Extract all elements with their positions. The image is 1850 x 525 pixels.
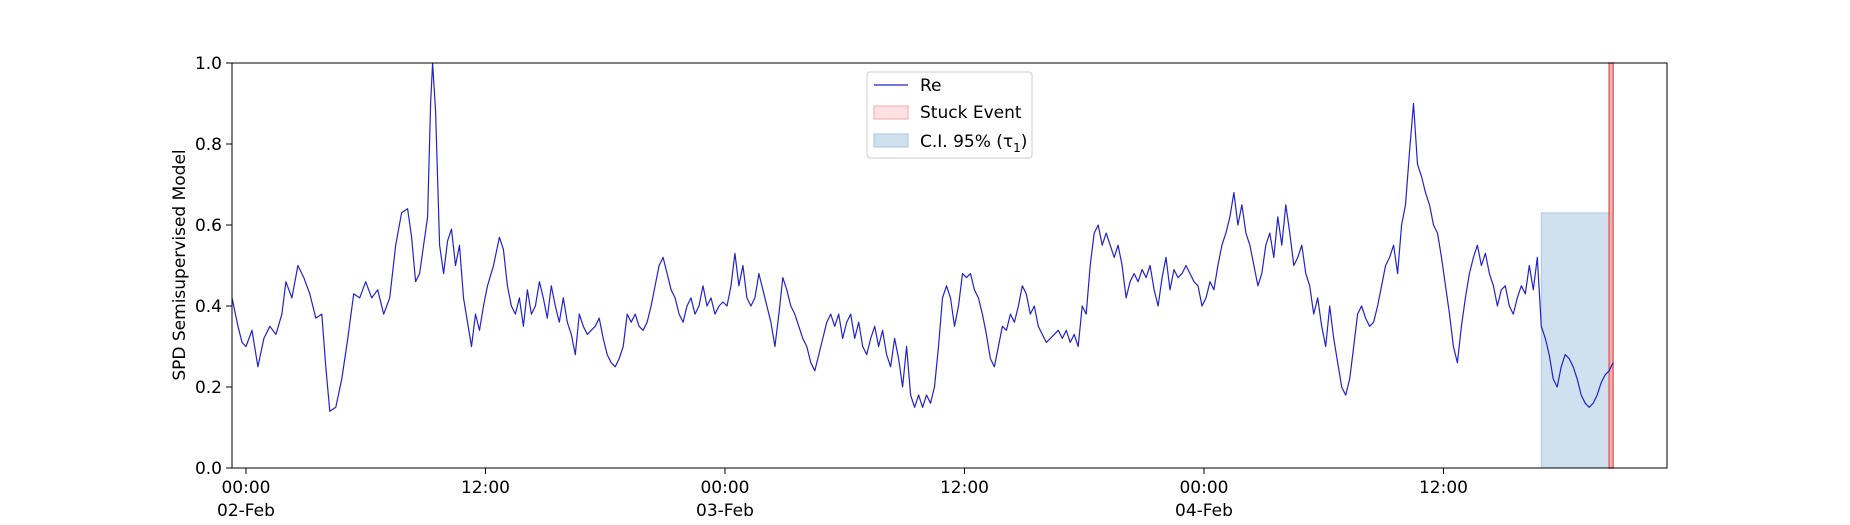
- legend-stuck-swatch: [873, 105, 909, 120]
- x-tick-label: 02-Feb: [217, 501, 275, 521]
- y-tick-label: 0.6: [195, 216, 222, 236]
- legend-ci-swatch: [873, 133, 909, 148]
- series-layer: [231, 62, 1614, 412]
- stuck-event-region: [1608, 62, 1614, 469]
- legend: Re Stuck Event C.I. 95% (τ1): [866, 71, 1033, 159]
- x-tick-label: 00:00: [221, 478, 270, 498]
- x-tick-label: 12:00: [940, 478, 989, 498]
- x-tick-label: 12:00: [1419, 478, 1468, 498]
- confidence-interval-region: [1540, 212, 1614, 469]
- x-tick-label: 03-Feb: [696, 501, 754, 521]
- series-line-re: [231, 62, 1614, 412]
- y-tick-label: 0.4: [195, 297, 222, 317]
- legend-label-ci: C.I. 95% (τ1): [920, 132, 1027, 155]
- plot-frame: [231, 62, 1668, 469]
- y-axis-title: SPD Semisupervised Model: [170, 149, 190, 380]
- x-tick-label: 00:00: [700, 478, 749, 498]
- x-tick-label: 04-Feb: [1175, 501, 1233, 521]
- x-tick-label: 00:00: [1179, 478, 1228, 498]
- y-axis: 0.0 0.2 0.4 0.6 0.8 1.0: [195, 54, 232, 479]
- highlight-regions: [1540, 62, 1614, 469]
- y-tick-label: 0.2: [195, 378, 222, 398]
- y-tick-label: 1.0: [195, 54, 222, 74]
- x-axis: 00:0002-Feb190012:0000:0003-Feb12:0000:0…: [217, 468, 1468, 525]
- legend-label-re: Re: [920, 76, 942, 96]
- legend-label-stuck-event: Stuck Event: [920, 103, 1022, 123]
- y-tick-label: 0.8: [195, 135, 222, 155]
- x-tick-label: 12:00: [461, 478, 510, 498]
- y-tick-label: 0.0: [195, 459, 222, 479]
